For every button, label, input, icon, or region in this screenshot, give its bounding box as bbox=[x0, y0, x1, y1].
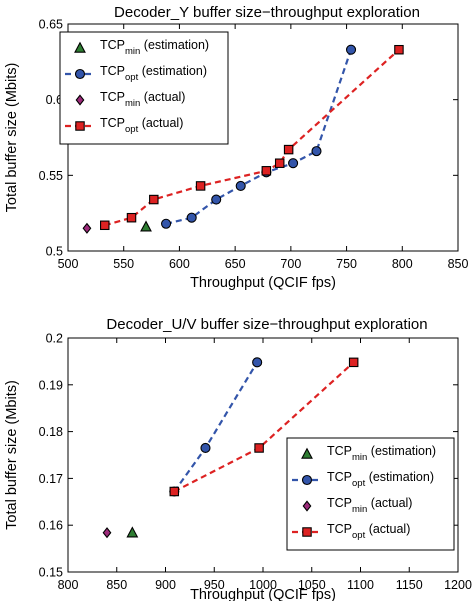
data-point bbox=[235, 180, 246, 191]
x-tick-label: 650 bbox=[225, 257, 246, 271]
legend-marker bbox=[74, 68, 86, 80]
legend: TCPmin (estimation) TCPopt (estimation) TC… bbox=[59, 31, 229, 145]
legend-label: TCPopt (actual) bbox=[327, 522, 410, 541]
legend-label: TCPmin (actual) bbox=[100, 90, 185, 109]
x-tick-label: 500 bbox=[58, 257, 79, 271]
legend-marker bbox=[302, 527, 312, 537]
data-point bbox=[126, 212, 137, 223]
legend-label: TCPopt (actual) bbox=[100, 116, 183, 135]
y-tick-label: 0.2 bbox=[46, 332, 63, 346]
data-point bbox=[283, 144, 294, 155]
x-tick-label: 850 bbox=[106, 578, 127, 592]
series-opt-actual bbox=[169, 357, 359, 497]
series-min-actual bbox=[82, 222, 92, 234]
x-axis-label: Throughput (QCIF fps) bbox=[190, 587, 336, 601]
x-tick-label: 1150 bbox=[396, 578, 423, 592]
data-point bbox=[252, 357, 263, 368]
y-axis-label: Total buffer size (Mbits) bbox=[4, 380, 20, 530]
data-point bbox=[82, 222, 92, 234]
data-point bbox=[161, 218, 172, 229]
chart-2: 800 850 900 950 1000 1050 1100 1150 1200 0.15 0.16… bbox=[4, 316, 472, 601]
data-point bbox=[274, 158, 285, 168]
x-tick-label: 800 bbox=[58, 578, 79, 592]
x-tick-label: 1200 bbox=[444, 578, 472, 592]
legend-label: TCPopt (estimation) bbox=[327, 470, 434, 489]
y-tick-label: 0.55 bbox=[39, 169, 63, 183]
legend-label: TCPmin (estimation) bbox=[327, 444, 436, 463]
legend-marker bbox=[75, 94, 85, 106]
y-tick-label: 0.65 bbox=[39, 18, 63, 32]
data-point bbox=[261, 166, 272, 176]
legend-marker bbox=[301, 447, 313, 459]
y-tick-label: 0.6 bbox=[46, 93, 63, 107]
legend: TCPmin (estimation) TCPopt (estimation) TC… bbox=[286, 437, 455, 551]
x-tick-label: 1100 bbox=[347, 578, 374, 592]
data-point bbox=[200, 442, 211, 454]
data-point bbox=[149, 194, 159, 205]
x-tick-label: 600 bbox=[169, 257, 190, 271]
data-point bbox=[169, 486, 180, 497]
x-tick-label: 750 bbox=[336, 257, 357, 271]
series-min-actual bbox=[102, 527, 112, 539]
data-point bbox=[140, 220, 152, 232]
x-axis-label: Throughput (QCIF fps) bbox=[190, 275, 336, 291]
series-min-estimation bbox=[126, 526, 139, 538]
data-point bbox=[311, 146, 322, 157]
data-point bbox=[211, 194, 222, 205]
y-tick-label: 0.5 bbox=[46, 245, 63, 259]
legend-marker bbox=[74, 41, 86, 53]
data-point bbox=[186, 212, 197, 223]
y-tick-label: 0.18 bbox=[39, 425, 63, 439]
data-point bbox=[288, 158, 299, 169]
legend-label: TCPmin (estimation) bbox=[100, 38, 209, 57]
x-tick-label: 550 bbox=[113, 257, 134, 271]
x-tick-label: 1000 bbox=[249, 578, 277, 592]
x-tick-label: 800 bbox=[392, 257, 413, 271]
legend-label: TCPopt (estimation) bbox=[100, 64, 207, 83]
series-min-estimation bbox=[140, 220, 152, 232]
data-point bbox=[394, 44, 404, 55]
data-point bbox=[100, 220, 110, 231]
legend-label: TCPmin (actual) bbox=[327, 496, 412, 515]
legend-marker bbox=[75, 121, 85, 131]
y-tick-label: 0.15 bbox=[39, 566, 63, 580]
data-point bbox=[254, 443, 264, 453]
data-point bbox=[345, 44, 357, 55]
y-tick-label: 0.16 bbox=[39, 519, 63, 533]
legend-marker bbox=[301, 474, 313, 486]
data-point bbox=[195, 181, 206, 191]
legend-marker bbox=[302, 500, 312, 512]
y-tick-label: 0.19 bbox=[39, 378, 63, 392]
data-point bbox=[348, 357, 359, 368]
data-point bbox=[102, 527, 112, 539]
chart-1: 500 550 600 650 700 750 800 850 0.5 0.55 0.6 0.65 De… bbox=[4, 4, 468, 291]
series-opt-actual bbox=[100, 44, 404, 231]
y-axis-label: Total buffer size (Mbits) bbox=[4, 63, 20, 213]
x-tick-label: 900 bbox=[155, 578, 176, 592]
x-tick-label: 700 bbox=[280, 257, 301, 271]
x-tick-label: 850 bbox=[448, 257, 469, 271]
chart-title: Decoder_Y buffer size−throughput explora… bbox=[114, 4, 420, 21]
chart-title: Decoder_U/V buffer size−throughput explo… bbox=[106, 316, 427, 333]
y-tick-label: 0.17 bbox=[39, 472, 63, 486]
x-tick-label: 1050 bbox=[298, 578, 326, 592]
x-tick-label: 950 bbox=[204, 578, 225, 592]
data-point bbox=[126, 526, 139, 538]
